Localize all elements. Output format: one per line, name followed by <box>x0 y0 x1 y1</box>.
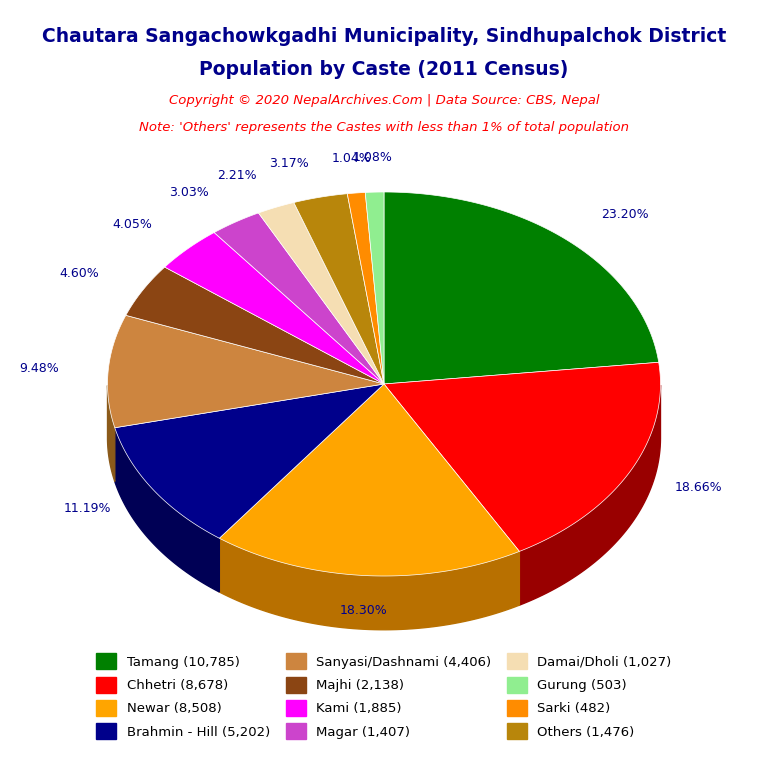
Text: 1.04%: 1.04% <box>331 152 371 165</box>
Polygon shape <box>108 386 114 482</box>
Polygon shape <box>220 384 519 576</box>
Text: 2.21%: 2.21% <box>217 169 257 182</box>
Polygon shape <box>164 233 384 384</box>
Text: 4.05%: 4.05% <box>113 218 153 231</box>
Polygon shape <box>108 316 384 428</box>
Text: Note: 'Others' represents the Castes with less than 1% of total population: Note: 'Others' represents the Castes wit… <box>139 121 629 134</box>
Polygon shape <box>366 192 384 384</box>
Polygon shape <box>384 192 659 384</box>
Text: 3.03%: 3.03% <box>169 187 209 200</box>
Text: 1.08%: 1.08% <box>353 151 393 164</box>
Legend: Tamang (10,785), Chhetri (8,678), Newar (8,508), Brahmin - Hill (5,202), Sanyasi: Tamang (10,785), Chhetri (8,678), Newar … <box>90 647 678 746</box>
Text: 3.17%: 3.17% <box>269 157 309 170</box>
Polygon shape <box>214 213 384 384</box>
Polygon shape <box>220 538 519 630</box>
Text: 11.19%: 11.19% <box>64 502 111 515</box>
Text: 18.30%: 18.30% <box>339 604 387 617</box>
Polygon shape <box>294 194 384 384</box>
Polygon shape <box>114 428 220 592</box>
Polygon shape <box>384 362 660 551</box>
Text: Chautara Sangachowkgadhi Municipality, Sindhupalchok District: Chautara Sangachowkgadhi Municipality, S… <box>42 27 726 46</box>
Text: 4.60%: 4.60% <box>60 266 99 280</box>
Polygon shape <box>114 384 384 538</box>
Text: Copyright © 2020 NepalArchives.Com | Data Source: CBS, Nepal: Copyright © 2020 NepalArchives.Com | Dat… <box>169 94 599 107</box>
Polygon shape <box>519 385 660 605</box>
Polygon shape <box>259 203 384 384</box>
Polygon shape <box>126 267 384 384</box>
Text: 9.48%: 9.48% <box>18 362 58 375</box>
Polygon shape <box>347 193 384 384</box>
Text: Population by Caste (2011 Census): Population by Caste (2011 Census) <box>200 60 568 79</box>
Text: 23.20%: 23.20% <box>601 208 649 221</box>
Text: 18.66%: 18.66% <box>674 481 722 494</box>
